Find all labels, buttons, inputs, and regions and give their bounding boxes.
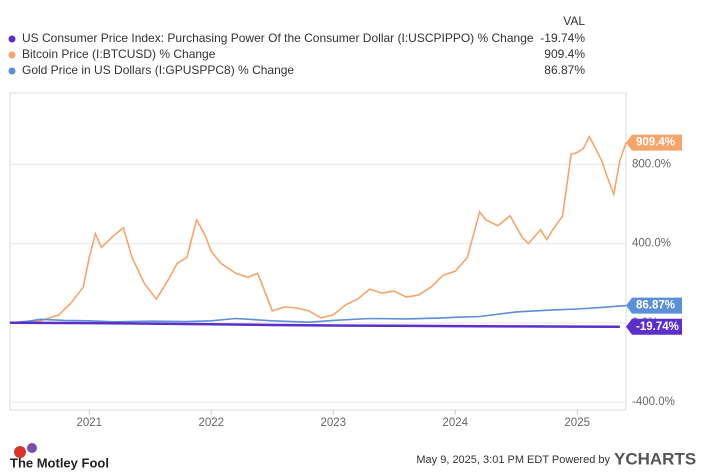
y-tick-label: 400.0% xyxy=(632,238,671,250)
legend-header: VAL xyxy=(563,14,585,28)
badge-label: -19.74% xyxy=(636,321,679,333)
y-tick-label: -400.0% xyxy=(632,396,675,408)
badge-label: 909.4% xyxy=(636,137,675,149)
y-tick-label: 800.0% xyxy=(632,158,671,170)
x-tick-label: 2023 xyxy=(320,417,346,429)
badge-shape xyxy=(626,297,682,314)
brand: The Motley Fool xyxy=(10,455,109,470)
x-tick-label: 2025 xyxy=(564,417,590,429)
end-badge: 86.87% xyxy=(626,297,682,314)
end-badge: 909.4% xyxy=(626,134,682,151)
legend-label: US Consumer Price Index: Purchasing Powe… xyxy=(22,31,534,45)
series-line xyxy=(9,304,627,324)
badge-shape xyxy=(626,134,682,151)
series-line xyxy=(9,134,627,324)
legend-marker xyxy=(8,67,16,75)
x-tick-label: 2022 xyxy=(198,417,224,429)
legend-value: -19.74% xyxy=(540,31,585,45)
x-tick-label: 2024 xyxy=(442,417,468,429)
footer: The Motley Fool May 9, 2025, 3:01 PM EDT… xyxy=(10,443,696,470)
plot-frame xyxy=(9,92,627,411)
legend-marker xyxy=(8,51,16,59)
badge-shape xyxy=(626,318,682,335)
legend-label: Bitcoin Price (I:BTCUSD) % Change xyxy=(22,47,216,61)
logo-icon xyxy=(27,443,37,453)
badge-label: 86.87% xyxy=(636,300,675,312)
legend-value: 909.4% xyxy=(544,47,585,61)
series-line xyxy=(9,321,620,328)
timestamp: May 9, 2025, 3:01 PM EDT Powered by xyxy=(416,454,610,466)
legend-label: Gold Price in US Dollars (I:GPUSPPC8) % … xyxy=(22,63,294,77)
logo-icon xyxy=(14,446,26,458)
end-badge: -19.74% xyxy=(626,318,682,335)
legend-value: 86.87% xyxy=(544,63,585,77)
x-tick-label: 2021 xyxy=(76,417,102,429)
legend-marker xyxy=(8,35,16,43)
ycharts-logo: YCHARTS xyxy=(614,449,696,468)
